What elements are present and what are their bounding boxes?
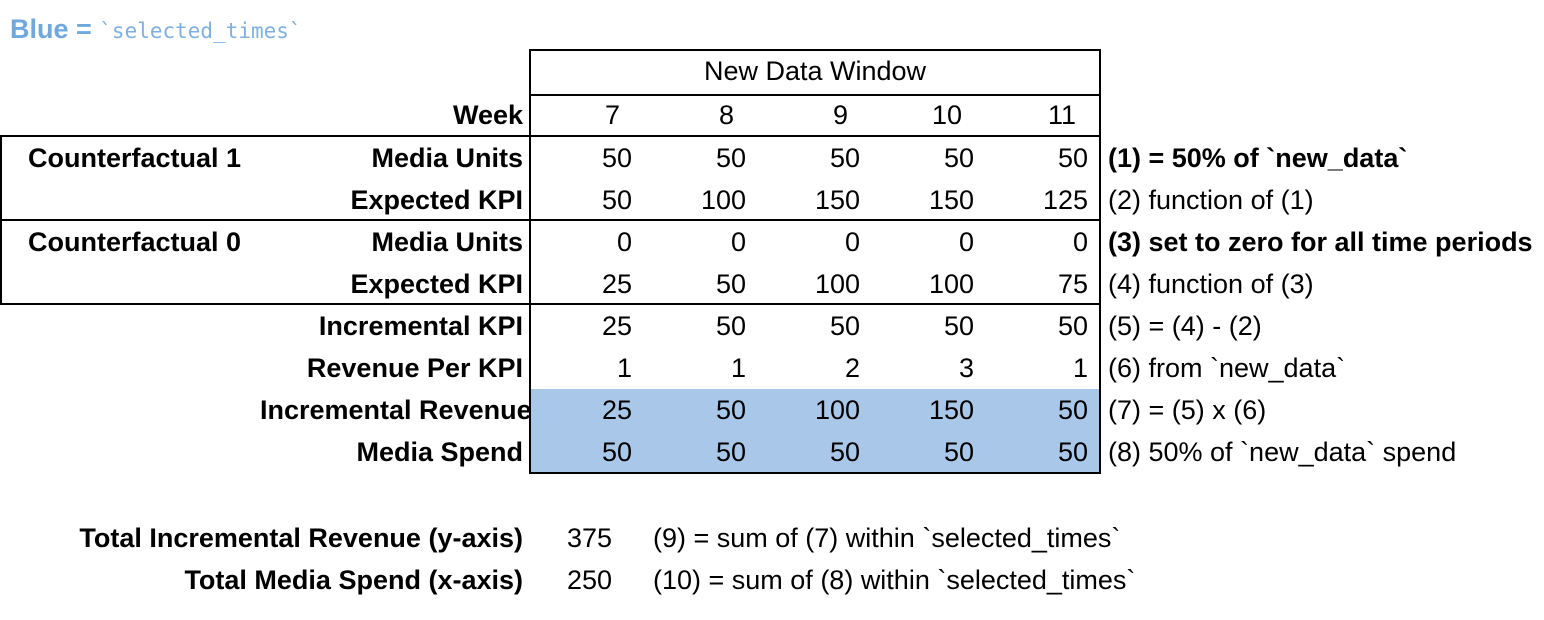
value-cell: 50: [943, 436, 974, 467]
value-cell: 50: [601, 184, 632, 215]
value-cell: 0: [616, 226, 632, 257]
value-cell: 50: [829, 142, 860, 173]
value-cell: 0: [1072, 226, 1088, 257]
table-row-cf1-expected-kpi: Expected KPI 50 100 150 150 125 (2) func…: [0, 179, 1544, 221]
label-box-left-line: [0, 135, 2, 305]
total-label: Total Media Spend (x-axis): [184, 564, 523, 595]
total-incremental-revenue-row: Total Incremental Revenue (y-axis) 375 (…: [0, 517, 1544, 559]
value-cell: 25: [601, 310, 632, 341]
value-cell: 150: [928, 394, 974, 425]
table-row-cf0-media-units: Counterfactual 0 Media Units 0 0 0 0 0 (…: [0, 221, 1544, 263]
total-note: (10) = sum of (8) within `selected_times…: [653, 564, 1136, 595]
row-label: Incremental KPI: [318, 310, 523, 341]
value-cell: 50: [715, 268, 746, 299]
week-cell: 9: [832, 99, 848, 130]
row-label: Media Spend: [356, 436, 523, 467]
table-row-incremental-revenue: Incremental Revenue 25 50 100 150 50 (7)…: [0, 389, 1544, 431]
week-cell: 8: [718, 99, 734, 130]
value-cell: 0: [958, 226, 974, 257]
value-cell: 75: [1057, 268, 1088, 299]
table-row-cf0-expected-kpi: Expected KPI 25 50 100 100 75 (4) functi…: [0, 263, 1544, 305]
value-cell: 100: [814, 394, 860, 425]
value-cell: 150: [928, 184, 974, 215]
value-cell: 50: [943, 310, 974, 341]
counterfactual1-top-line: [0, 135, 1101, 137]
table-row-media-spend: Media Spend 50 50 50 50 50 (8) 50% of `n…: [0, 431, 1544, 473]
total-media-spend-row: Total Media Spend (x-axis) 250 (10) = su…: [0, 559, 1544, 601]
value-cell: 50: [829, 310, 860, 341]
value-cell: 125: [1042, 184, 1088, 215]
total-value: 250: [567, 564, 613, 595]
selected-times-highlight: [531, 389, 1099, 472]
value-cell: 1: [730, 352, 746, 383]
value-cell: 2: [844, 352, 860, 383]
value-cell: 50: [715, 142, 746, 173]
table-row-revenue-per-kpi: Revenue Per KPI 1 1 2 3 1 (6) from `new_…: [0, 347, 1544, 389]
value-cell: 0: [730, 226, 746, 257]
value-cell: 100: [814, 268, 860, 299]
row-label: Media Units: [371, 226, 523, 257]
value-cell: 50: [1057, 142, 1088, 173]
value-cell: 1: [616, 352, 632, 383]
row-note: (7) = (5) x (6): [1108, 394, 1267, 425]
legend-code: `selected_times`: [99, 19, 302, 43]
table-row-incremental-kpi: Incremental KPI 25 50 50 50 50 (5) = (4)…: [0, 305, 1544, 347]
week-cell: 10: [931, 99, 962, 130]
row-note: (5) = (4) - (2): [1108, 310, 1262, 341]
value-cell: 100: [700, 184, 746, 215]
value-cell: 50: [1057, 394, 1088, 425]
value-cell: 50: [715, 394, 746, 425]
value-cell: 50: [601, 436, 632, 467]
value-cell: 100: [928, 268, 974, 299]
row-label: Revenue Per KPI: [306, 352, 523, 383]
value-cell: 50: [1057, 436, 1088, 467]
group-label: Counterfactual 1: [28, 142, 242, 173]
counterfactual0-bottom-line: [0, 303, 1101, 305]
value-cell: 0: [844, 226, 860, 257]
row-label: Incremental Revenue: [260, 394, 532, 425]
legend: Blue = `selected_times`: [10, 14, 302, 45]
table-row-cf1-media-units: Counterfactual 1 Media Units 50 50 50 50…: [0, 137, 1544, 179]
value-cell: 1: [1072, 352, 1088, 383]
value-cell: 3: [958, 352, 974, 383]
data-window-box: [529, 49, 1101, 474]
legend-label: Blue =: [10, 14, 100, 44]
total-note: (9) = sum of (7) within `selected_times`: [653, 522, 1121, 553]
row-note: (3) set to zero for all time periods: [1108, 226, 1533, 257]
value-cell: 50: [943, 142, 974, 173]
row-note: (1) = 50% of `new_data`: [1108, 142, 1408, 173]
row-label: Expected KPI: [350, 184, 523, 215]
value-cell: 150: [814, 184, 860, 215]
value-cell: 50: [715, 310, 746, 341]
group-label: Counterfactual 0: [28, 226, 242, 257]
row-note: (8) 50% of `new_data` spend: [1108, 436, 1457, 467]
value-cell: 50: [829, 436, 860, 467]
new-data-window-header: New Data Window: [703, 55, 927, 86]
row-note: (2) function of (1): [1108, 184, 1314, 215]
week-cell: 7: [604, 99, 620, 130]
value-cell: 50: [715, 436, 746, 467]
week-label: Week: [452, 99, 523, 130]
counterfactual0-top-line: [0, 219, 1101, 221]
row-label: Expected KPI: [350, 268, 523, 299]
value-cell: 50: [1057, 310, 1088, 341]
row-note: (6) from `new_data`: [1108, 352, 1346, 383]
total-value: 375: [567, 522, 613, 553]
value-cell: 25: [601, 268, 632, 299]
week-cell: 11: [1047, 99, 1076, 130]
total-label: Total Incremental Revenue (y-axis): [79, 522, 523, 553]
row-label: Media Units: [371, 142, 523, 173]
header-separator-line: [529, 94, 1101, 96]
value-cell: 50: [601, 142, 632, 173]
row-note: (4) function of (3): [1108, 268, 1314, 299]
value-cell: 25: [601, 394, 632, 425]
week-row: Week 7 8 9 10 11: [0, 95, 1544, 135]
